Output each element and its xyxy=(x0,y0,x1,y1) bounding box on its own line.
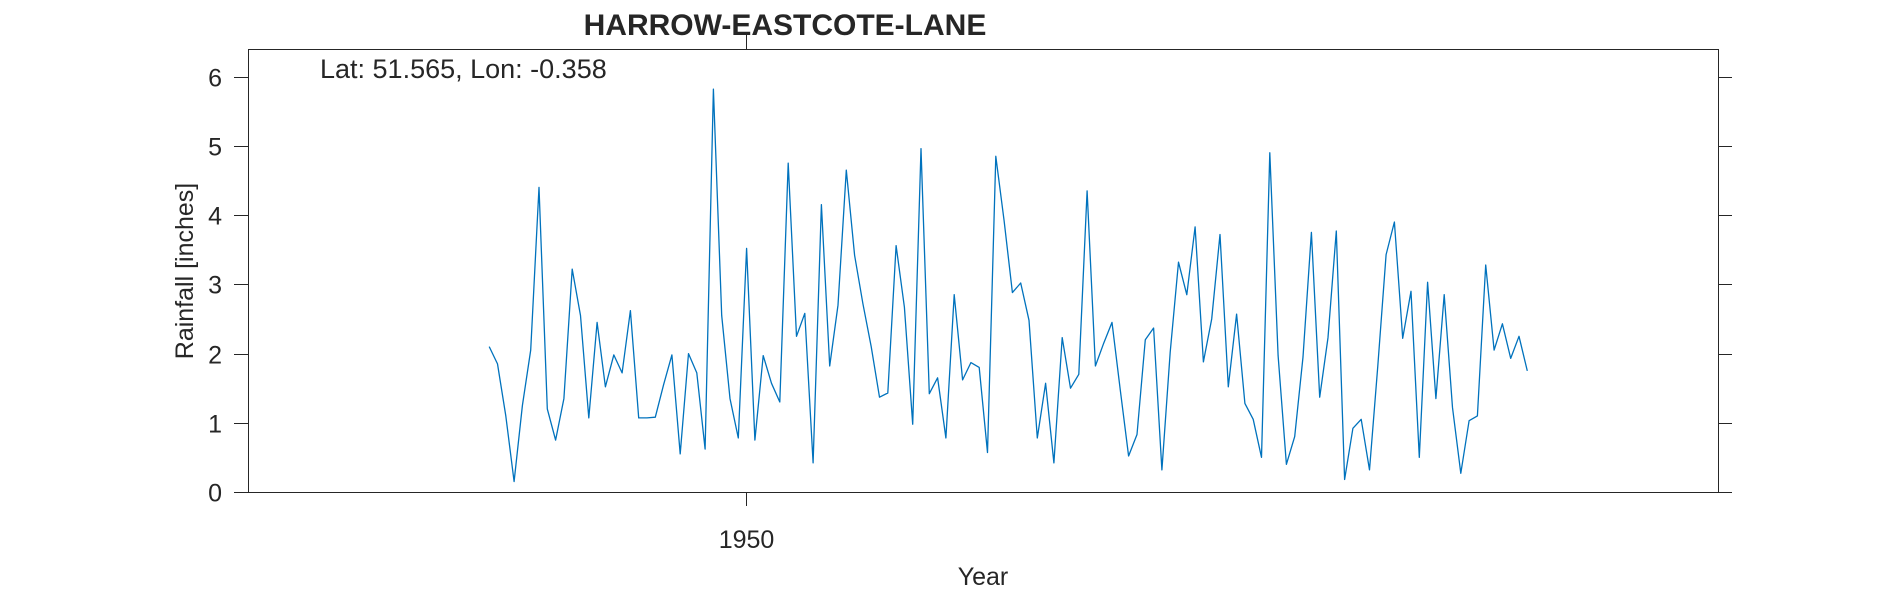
y-tick-label: 2 xyxy=(208,342,222,370)
y-tick-label: 1 xyxy=(208,411,222,439)
y-tick-label: 5 xyxy=(208,134,222,162)
y-tick-label: 6 xyxy=(208,65,222,93)
chart-title: HARROW-EASTCOTE-LANE xyxy=(584,9,987,42)
x-tick-label: 1950 xyxy=(719,526,775,554)
y-tick-label: 3 xyxy=(208,272,222,300)
plot-area-frame xyxy=(248,49,1719,493)
y-axis-label: Rainfall [inches] xyxy=(171,183,199,359)
rainfall-series-line xyxy=(488,88,1528,483)
location-annotation: Lat: 51.565, Lon: -0.358 xyxy=(320,54,607,84)
y-axis-ticks: 0 1 2 3 4 5 6 xyxy=(208,65,1732,508)
y-tick-label: 0 xyxy=(208,480,222,508)
y-tick-label: 4 xyxy=(208,203,222,231)
x-axis-ticks: 1950 xyxy=(719,35,775,554)
x-axis-label: Year xyxy=(958,563,1009,591)
